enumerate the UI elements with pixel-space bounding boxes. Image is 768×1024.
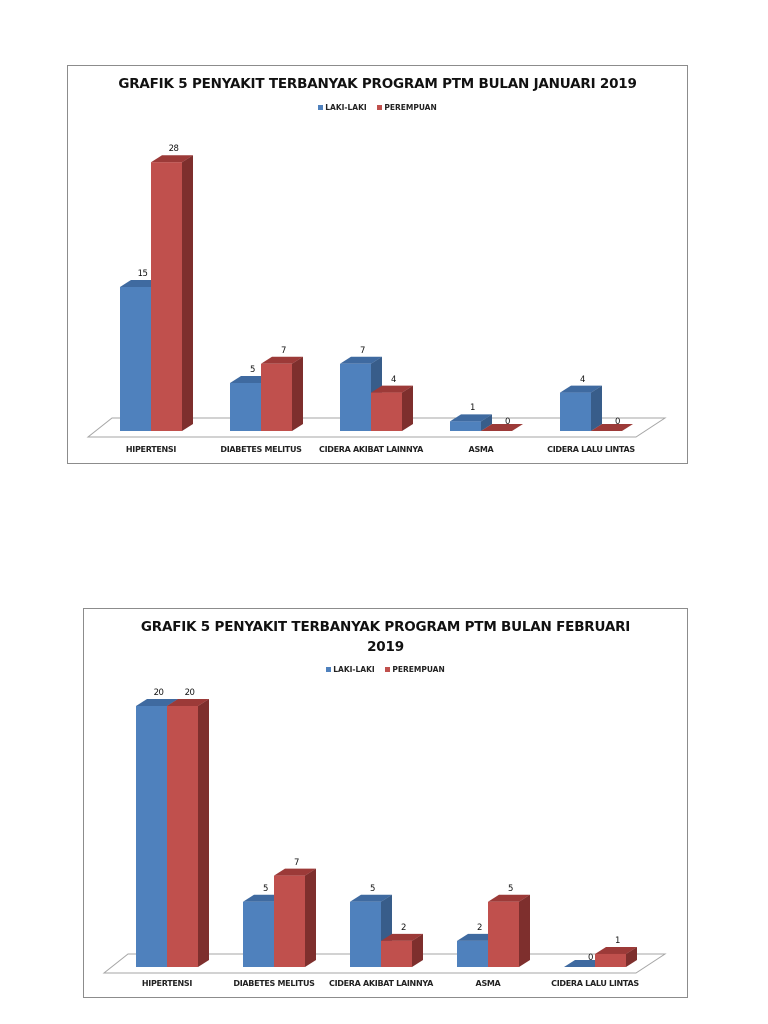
legend-item-laki-laki: LAKI-LAKI: [318, 103, 367, 112]
category-label: HIPERTENSI: [125, 445, 177, 454]
bar-laki-laki: [243, 901, 274, 967]
bar-perempuan: [151, 162, 182, 431]
bar-top-face: [167, 699, 209, 706]
data-label: 4: [580, 374, 585, 385]
bar-top-face: [350, 894, 392, 902]
legend-swatch-blue: [318, 105, 324, 110]
bar-laki-laki: [340, 363, 371, 431]
category-label: DIABETES MELITUS: [220, 445, 302, 454]
bar-perempuan: [381, 940, 412, 967]
bar-top-face: [560, 385, 602, 393]
legend-swatch-red: [377, 105, 383, 110]
category-label: CIDERA AKIBAT LAINNYA: [319, 445, 423, 454]
category-label: ASMA: [475, 979, 501, 988]
legend-item-perempuan: PEREMPUAN: [377, 103, 437, 112]
data-label: 15: [137, 269, 148, 279]
bar-side-face: [626, 946, 637, 967]
data-label: 0: [615, 417, 620, 427]
chart-legend: LAKI-LAKI PEREMPUAN: [68, 103, 687, 112]
bar-side-face: [591, 385, 602, 431]
bar-perempuan: [488, 901, 519, 967]
data-label: 5: [370, 883, 375, 894]
data-label: 5: [263, 883, 268, 894]
chart-plot-area: [86, 155, 667, 438]
data-label: 0: [588, 953, 593, 963]
bar-laki-laki: [230, 383, 261, 431]
data-label: 7: [360, 345, 365, 356]
bar-top-face: [488, 894, 530, 902]
bar-perempuan: [595, 953, 626, 967]
data-label: 2: [477, 922, 482, 933]
bar-laki-laki: [450, 421, 481, 431]
chart-floor: [86, 417, 667, 438]
bar-top-face: [274, 868, 316, 876]
bar-top-face: [371, 385, 413, 393]
chart-title-line2: 2019: [367, 639, 404, 655]
bar-side-face: [198, 699, 209, 967]
bar-side-face: [481, 414, 492, 431]
chart-legend: LAKI-LAKI PEREMPUAN: [84, 665, 687, 674]
chart-title: GRAFIK 5 PENYAKIT TERBANYAK PROGRAM PTM …: [140, 619, 631, 635]
data-label: 7: [294, 857, 299, 868]
data-label: 20: [184, 688, 195, 698]
bar-laki-laki: [120, 287, 151, 431]
data-label: 1: [470, 403, 475, 414]
bar-perempuan: [371, 392, 402, 431]
data-label: 5: [508, 883, 513, 894]
chart-january: GRAFIK 5 PENYAKIT TERBANYAK PROGRAM PTM …: [67, 65, 688, 464]
legend-swatch-red: [385, 667, 391, 672]
chart-plot-area: [102, 699, 667, 974]
bar-laki-laki: [350, 901, 381, 967]
bar-laki-laki: [457, 940, 488, 967]
bar-laki-laki: [560, 392, 591, 431]
data-label: 4: [391, 374, 396, 385]
bar-perempuan: [261, 363, 292, 431]
bar-side-face: [519, 894, 530, 967]
data-label: 28: [168, 144, 179, 155]
bar-top-face: [381, 933, 423, 941]
legend-item-perempuan: PEREMPUAN: [385, 665, 445, 674]
data-label: 1: [615, 935, 620, 946]
category-label: ASMA: [468, 445, 494, 454]
bar-side-face: [182, 155, 193, 431]
bar-top-face: [261, 356, 303, 364]
bar-top-face: [481, 424, 523, 431]
data-label: 0: [505, 417, 510, 427]
category-label: DIABETES MELITUS: [233, 979, 315, 988]
data-label: 20: [153, 688, 164, 698]
bar-perempuan: [167, 706, 198, 967]
bar-side-face: [412, 933, 423, 967]
bar-top-face: [595, 946, 637, 954]
chart-floor: [102, 953, 667, 974]
bar-side-face: [305, 868, 316, 967]
bar-top-face: [591, 424, 633, 431]
category-label: CIDERA AKIBAT LAINNYA: [329, 979, 433, 988]
chart-title: GRAFIK 5 PENYAKIT TERBANYAK PROGRAM PTM …: [118, 76, 637, 92]
bar-top-face: [340, 356, 382, 364]
bar-top-face: [151, 155, 193, 163]
data-label: 5: [250, 365, 255, 375]
chart-february: GRAFIK 5 PENYAKIT TERBANYAK PROGRAM PTM …: [83, 608, 688, 998]
legend-item-laki-laki: LAKI-LAKI: [326, 665, 375, 674]
bar-side-face: [402, 385, 413, 431]
data-label: 7: [281, 345, 286, 356]
category-label: CIDERA LALU LINTAS: [547, 445, 635, 454]
data-label: 2: [401, 922, 406, 933]
category-label: CIDERA LALU LINTAS: [551, 979, 639, 988]
bar-laki-laki: [136, 706, 167, 967]
bar-top-face: [450, 414, 492, 422]
bar-top-face: [136, 699, 178, 706]
bar-perempuan: [274, 875, 305, 967]
category-label: HIPERTENSI: [141, 979, 193, 988]
legend-swatch-blue: [326, 667, 332, 672]
bar-side-face: [292, 356, 303, 431]
